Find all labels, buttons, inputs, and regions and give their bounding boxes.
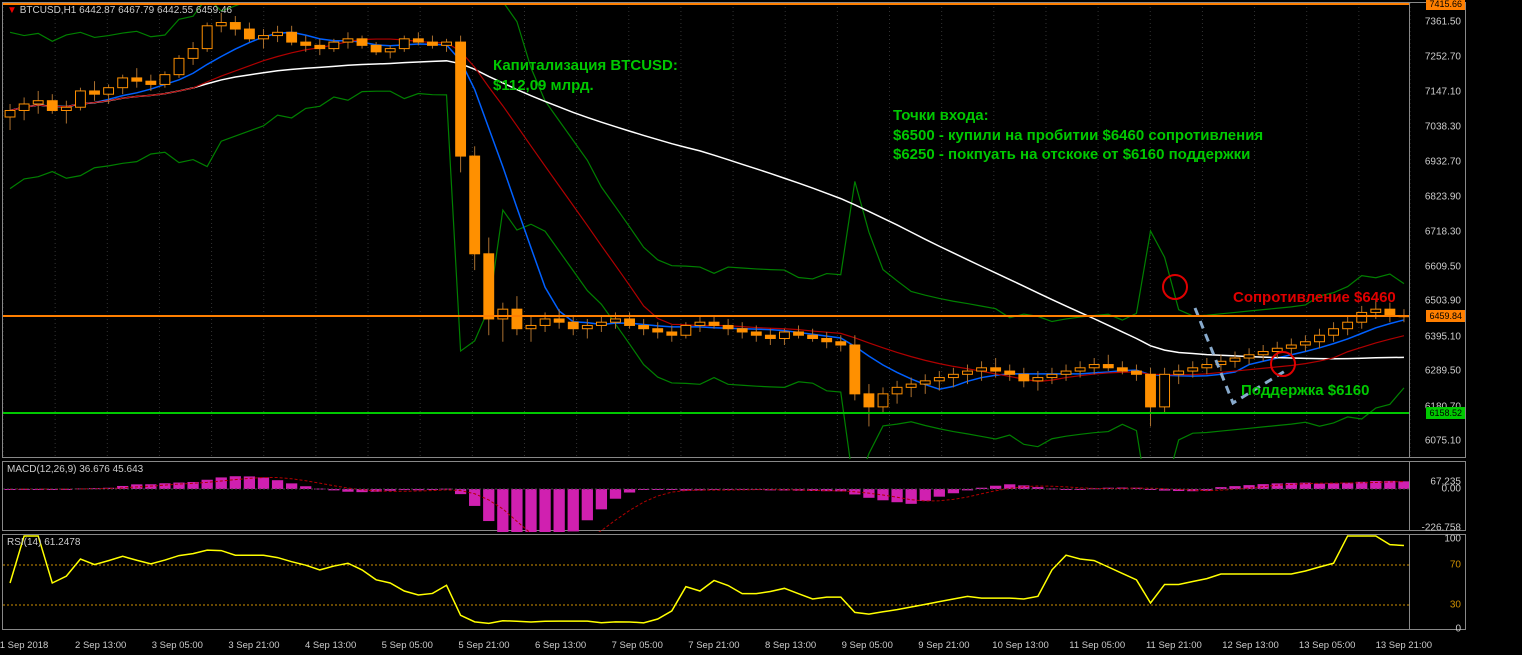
y-tick: 0.00 — [1442, 484, 1461, 495]
rsi-label: RSI(14) 61.2478 — [7, 537, 80, 548]
x-tick: 5 Sep 05:00 — [382, 640, 433, 651]
x-tick: 3 Sep 21:00 — [228, 640, 279, 651]
x-tick: 2 Sep 13:00 — [75, 640, 126, 651]
entry-points-text: Точки входа: $6500 - купили на пробитии … — [893, 106, 1263, 165]
x-tick: 9 Sep 05:00 — [842, 640, 893, 651]
x-tick: 3 Sep 05:00 — [152, 640, 203, 651]
x-tick: 10 Sep 13:00 — [992, 640, 1049, 651]
x-tick: 9 Sep 21:00 — [918, 640, 969, 651]
rsi-chart[interactable]: RSI(14) 61.2478 10070300 — [2, 534, 1466, 630]
y-tick: 30 — [1450, 600, 1461, 611]
support-line — [3, 412, 1409, 414]
macd-chart[interactable]: MACD(12,26,9) 36.676 45.643 67.2350.00-2… — [2, 461, 1466, 531]
x-tick: 13 Sep 21:00 — [1376, 640, 1433, 651]
support-label: Поддержка $6160 — [1241, 381, 1369, 401]
price-tag: 6158.52 — [1426, 407, 1465, 419]
x-tick: 5 Sep 21:00 — [458, 640, 509, 651]
main-y-axis: 7361.50 7252.70 7147.10 7038.30 6932.70 6823.… — [1409, 3, 1465, 457]
y-tick: 6823.90 — [1425, 192, 1461, 203]
y-tick: 7147.10 — [1425, 86, 1461, 97]
y-tick: 6075.10 — [1425, 436, 1461, 447]
y-tick: 100 — [1444, 534, 1461, 545]
down-arrow-icon: ▼ — [7, 5, 17, 16]
price-tag: 7415.66 — [1426, 0, 1465, 10]
capitalization-text: Капитализация BTCUSD: $112,09 млрд. — [493, 56, 678, 95]
x-tick: 11 Sep 05:00 — [1069, 640, 1125, 651]
macd-label: MACD(12,26,9) 36.676 45.643 — [7, 464, 143, 475]
rsi-y-axis: 10070300 — [1409, 535, 1465, 629]
x-tick: 6 Sep 13:00 — [535, 640, 586, 651]
macd-svg — [3, 462, 1411, 532]
x-tick: 7 Sep 21:00 — [688, 640, 739, 651]
main-price-chart[interactable]: ▼ BTCUSD,H1 6442.87 6467.79 6442.55 6459… — [2, 2, 1466, 458]
y-tick: 6609.50 — [1425, 261, 1461, 272]
chart-header: ▼ BTCUSD,H1 6442.87 6467.79 6442.55 6459… — [7, 5, 232, 16]
x-tick: 12 Sep 13:00 — [1222, 640, 1279, 651]
resistance-line-mid — [3, 315, 1409, 317]
y-tick: 7038.30 — [1425, 122, 1461, 133]
resistance-label: Сопротивление $6460 — [1233, 288, 1396, 308]
macd-y-axis: 67.2350.00-226.758 — [1409, 462, 1465, 530]
x-tick: 1 Sep 2018 — [0, 640, 48, 651]
time-axis: 1 Sep 2018 2 Sep 13:00 3 Sep 05:00 3 Sep 21… — [2, 633, 1466, 655]
x-tick: 4 Sep 13:00 — [305, 640, 356, 651]
x-tick: 13 Sep 05:00 — [1299, 640, 1356, 651]
marker-circle-1 — [1162, 274, 1188, 300]
y-tick: 70 — [1450, 560, 1461, 571]
symbol-label: BTCUSD,H1 — [20, 5, 77, 16]
rsi-svg — [3, 535, 1411, 631]
y-tick: 6289.50 — [1425, 366, 1461, 377]
x-tick: 8 Sep 13:00 — [765, 640, 816, 651]
marker-circle-2 — [1270, 351, 1296, 377]
main-chart-svg — [3, 3, 1411, 459]
ohlc-label: 6442.87 6467.79 6442.55 6459.46 — [79, 5, 232, 16]
y-tick: 7252.70 — [1425, 52, 1461, 63]
x-tick: 11 Sep 21:00 — [1146, 640, 1202, 651]
y-tick: 6932.70 — [1425, 156, 1461, 167]
y-tick: 7361.50 — [1425, 17, 1461, 28]
price-tag: 6459.84 — [1426, 310, 1465, 322]
y-tick: -226.758 — [1422, 523, 1461, 534]
y-tick: 6718.30 — [1425, 226, 1461, 237]
x-tick: 7 Sep 05:00 — [612, 640, 663, 651]
y-tick: 6503.90 — [1425, 296, 1461, 307]
y-tick: 6395.10 — [1425, 331, 1461, 342]
